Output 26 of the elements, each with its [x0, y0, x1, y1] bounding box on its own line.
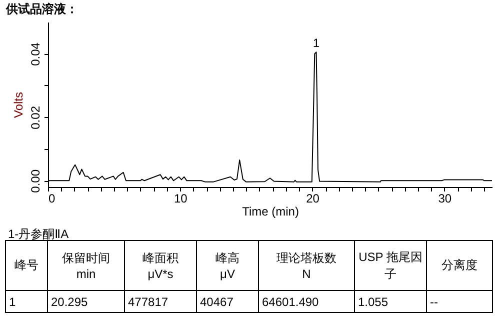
y-tick-label: 0.00: [28, 169, 42, 193]
chart-title: 供试品溶液：: [6, 1, 78, 18]
text: 理论塔板数 N: [258, 240, 354, 290]
text: 1-丹参酮ⅡA: [8, 226, 69, 243]
text: 峰号: [6, 240, 48, 290]
text: 477817: [124, 290, 196, 312]
x-tick-label: 0: [48, 192, 56, 206]
text: 1: [6, 290, 48, 312]
y-tick-label: 0.04: [28, 42, 42, 66]
text: 1.055: [354, 290, 426, 312]
y-axis-title: Volts: [12, 92, 26, 118]
annotation: 1: [312, 36, 320, 50]
x-axis-title: Time (min): [242, 204, 299, 218]
text: 保留时间 min: [48, 240, 124, 290]
text: 64601.490: [258, 290, 354, 312]
x-tick-label: 20: [306, 192, 320, 206]
text: 20.295: [48, 290, 124, 312]
text: 40467: [196, 290, 258, 312]
x-tick-label: 30: [438, 192, 452, 206]
text: 分离度: [426, 240, 492, 290]
text: 峰高 μV: [196, 240, 258, 290]
text: --: [426, 290, 492, 312]
y-tick-label: 0.02: [28, 106, 42, 130]
x-tick-label: 10: [174, 192, 188, 206]
text: USP 拖尾因子: [354, 240, 426, 290]
text: 峰面积 μV*s: [124, 240, 196, 290]
